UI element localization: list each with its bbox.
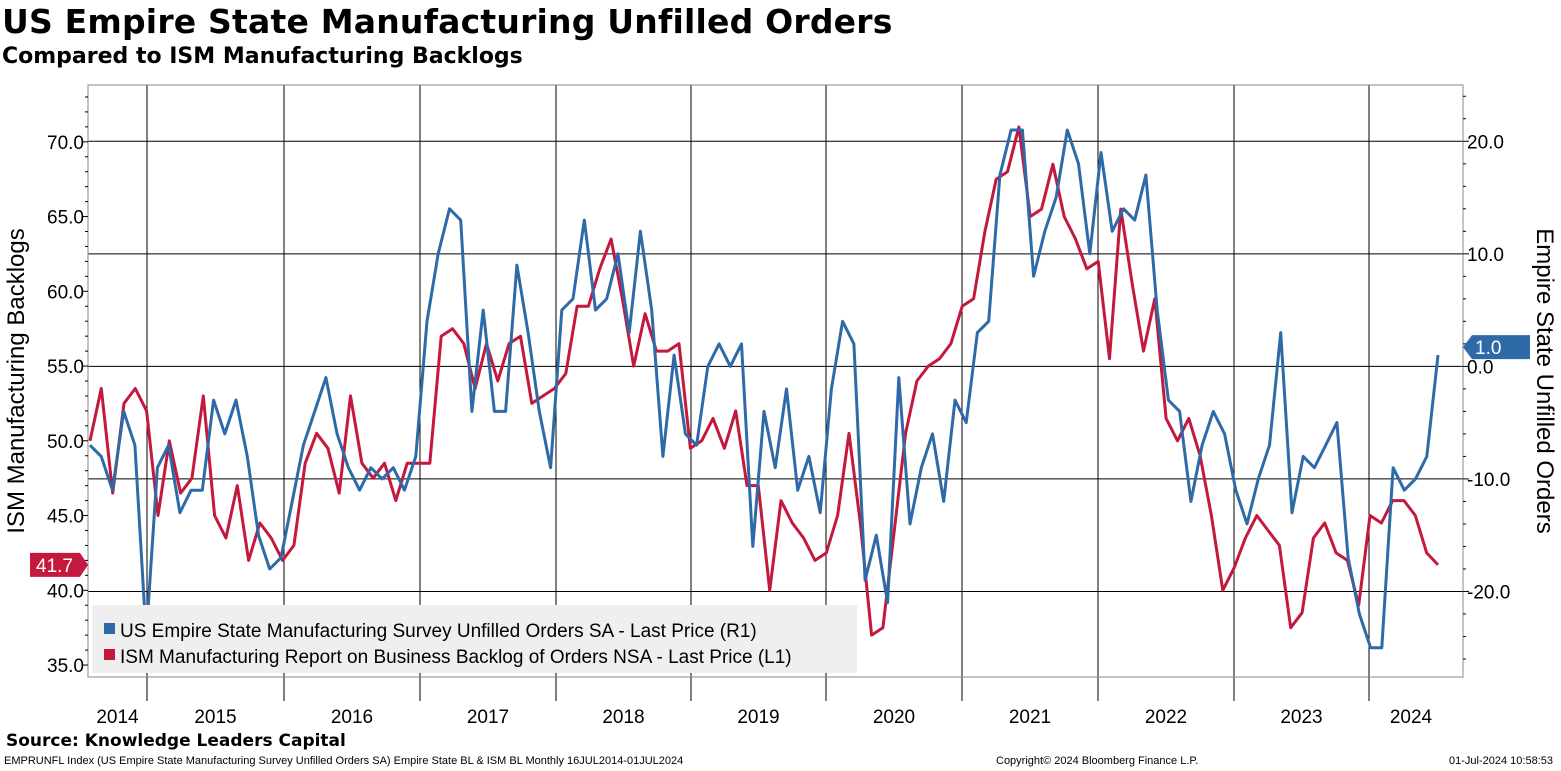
legend-label-empire: US Empire State Manufacturing Survey Unf… <box>120 621 757 642</box>
left-tick-label-2: 45.0 <box>47 507 84 528</box>
legend-label-ism: ISM Manufacturing Report on Business Bac… <box>120 647 792 668</box>
left-tick-label-6: 65.0 <box>47 208 84 229</box>
x-axis: 2014 2015 2016 2017 2018 2019 2020 2021 2022 2023… <box>96 707 1432 728</box>
x-tick-label-2019: 2019 <box>737 707 779 728</box>
right-tick-label-2: 0.0 <box>1467 357 1493 378</box>
grid-lines <box>88 85 1463 701</box>
source-note: Source: Knowledge Leaders Capital <box>6 731 346 751</box>
x-tick-label-2020: 2020 <box>873 707 915 728</box>
footer-copyright: Copyright© 2024 Bloomberg Finance L.P. <box>996 755 1199 767</box>
last-value-empire: 1.0 <box>1463 335 1530 360</box>
last-value-labels: 1.0 41.7 <box>30 335 1530 577</box>
last-value-ism: 41.7 <box>30 552 88 577</box>
legend-background <box>92 605 857 673</box>
x-tick-label-2024: 2024 <box>1390 707 1433 728</box>
left-tick-label-3: 50.0 <box>47 432 84 453</box>
left-tick-label-1: 40.0 <box>47 581 84 602</box>
x-tick-label-2023: 2023 <box>1280 707 1322 728</box>
last-value-empire-text: 1.0 <box>1475 338 1501 359</box>
x-tick-label-2016: 2016 <box>331 707 373 728</box>
left-tick-label-7: 70.0 <box>47 133 84 154</box>
right-tick-label-0: -20.0 <box>1467 582 1510 603</box>
x-tick-label-2014: 2014 <box>96 707 139 728</box>
x-tick-label-2022: 2022 <box>1145 707 1187 728</box>
last-value-ism-tag <box>30 552 88 577</box>
left-tick-label-4: 55.0 <box>47 357 84 378</box>
last-value-empire-tag <box>1463 335 1530 360</box>
x-tick-label-2018: 2018 <box>602 707 644 728</box>
left-tick-label-0: 35.0 <box>47 656 84 677</box>
footer-left: EMPRUNFL Index (US Empire State Manufact… <box>4 755 684 767</box>
right-tick-label-4: 20.0 <box>1467 132 1504 153</box>
footer-timestamp: 01-Jul-2024 10:58:53 <box>1449 755 1553 767</box>
legend-swatch-empire <box>104 623 115 634</box>
right-tick-label-3: 10.0 <box>1467 245 1504 266</box>
series-layer <box>88 125 1440 650</box>
left-tick-label-5: 60.0 <box>47 282 84 303</box>
left-axis: 35.0 40.0 45.0 50.0 55.0 60.0 65.0 70.0 <box>47 96 88 677</box>
x-tick-label-2021: 2021 <box>1009 707 1051 728</box>
series-line-ism <box>88 125 1440 637</box>
right-axis-title: Empire State Unfilled Orders <box>1531 228 1558 533</box>
left-axis-title: ISM Manufacturing Backlogs <box>3 228 30 533</box>
chart-title: US Empire State Manufacturing Unfilled O… <box>2 2 893 41</box>
right-axis: -20.0 -10.0 0.0 10.0 20.0 <box>1463 95 1510 660</box>
plot-border <box>87 84 1464 678</box>
chart-subtitle: Compared to ISM Manufacturing Backlogs <box>2 44 523 69</box>
legend: US Empire State Manufacturing Survey Unf… <box>92 605 857 673</box>
series-line-empire <box>88 128 1440 650</box>
x-tick-label-2015: 2015 <box>194 707 236 728</box>
x-tick-label-2017: 2017 <box>467 707 509 728</box>
legend-swatch-ism <box>104 649 115 660</box>
right-tick-label-1: -10.0 <box>1467 470 1510 491</box>
last-value-ism-text: 41.7 <box>36 556 73 577</box>
